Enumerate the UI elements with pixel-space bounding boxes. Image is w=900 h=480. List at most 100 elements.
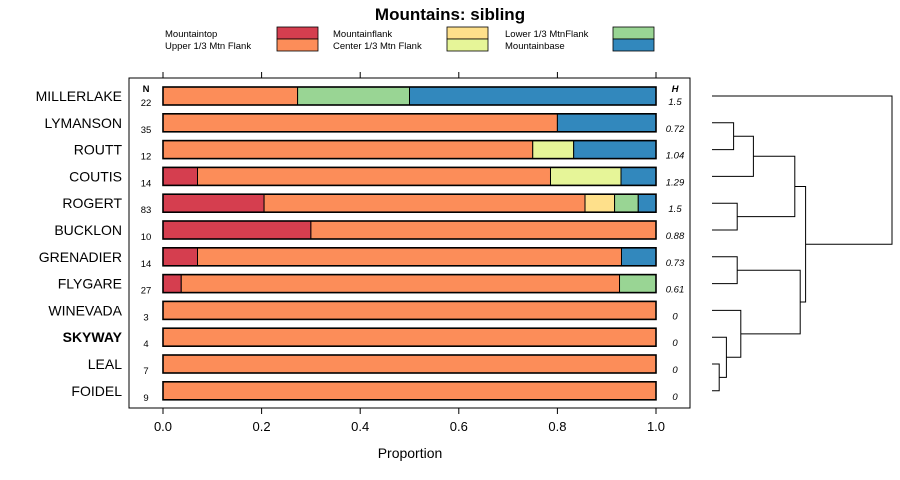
n-value: 83 xyxy=(141,205,152,216)
bar-outline xyxy=(162,166,657,187)
h-value: 1.04 xyxy=(666,151,685,162)
h-values: 1.5 0.72 1.04 1.29 1.5 0.88 0.73 0.61 0 0 0 0 xyxy=(666,97,685,403)
bar-outline xyxy=(162,327,657,348)
n-value: 27 xyxy=(141,286,152,297)
bar-segment xyxy=(162,193,265,213)
h-column-header: H xyxy=(672,84,680,95)
bar-segment xyxy=(297,86,410,106)
bar-segment xyxy=(162,300,657,320)
legend-label: Mountaintop xyxy=(165,29,217,40)
legend-label: Upper 1/3 Mtn Flank xyxy=(165,41,251,52)
row-labels: MILLERLAKE LYMANSON ROUTT COUTIS ROGERT BUCKL… xyxy=(36,88,123,399)
legend-swatch xyxy=(276,38,319,52)
x-tick-label: 0.2 xyxy=(253,419,271,434)
row-label: GRENADIER xyxy=(39,249,122,265)
h-value: 1.29 xyxy=(666,177,685,188)
bar-outline xyxy=(162,300,657,321)
x-tick-label: 0.6 xyxy=(450,419,468,434)
legend-swatch xyxy=(446,26,489,40)
bar-segment xyxy=(162,274,182,294)
bar-segment xyxy=(162,86,299,106)
h-value: 0.73 xyxy=(666,258,685,269)
bar-segment xyxy=(620,247,657,267)
bar-segment xyxy=(180,274,621,294)
bar-segment xyxy=(162,327,657,347)
bar-segment xyxy=(614,193,639,213)
bar-segment xyxy=(532,140,575,160)
bar-outline xyxy=(162,86,657,106)
h-value: 1.5 xyxy=(668,97,682,108)
bar-outline xyxy=(162,247,657,267)
bar-segment xyxy=(263,193,586,213)
bar-segment xyxy=(409,86,657,106)
h-value: 0 xyxy=(672,392,678,403)
bar-segment xyxy=(162,247,199,267)
bar-segment xyxy=(573,140,657,160)
row-label: ROGERT xyxy=(62,195,122,211)
n-value: 10 xyxy=(141,232,152,243)
row-label: SKYWAY xyxy=(63,329,123,345)
n-values: 22 35 12 14 83 10 14 27 3 4 7 9 xyxy=(141,98,152,404)
x-axis-label: Proportion xyxy=(378,445,443,461)
bar-segment xyxy=(197,166,551,186)
legend-label: Center 1/3 Mtn Flank xyxy=(333,41,422,52)
bar-outline xyxy=(162,113,657,133)
plot-frame xyxy=(128,77,691,409)
dendrogram-branch xyxy=(712,122,735,151)
row-label: LEAL xyxy=(88,356,122,372)
h-value: 0.61 xyxy=(666,285,685,296)
bar-segment xyxy=(162,166,199,186)
h-value: 0 xyxy=(672,311,678,322)
dendrogram-branch xyxy=(712,135,754,177)
bar-segment xyxy=(619,274,657,294)
row-label: WINEVADA xyxy=(48,302,122,318)
row-label: MILLERLAKE xyxy=(36,88,122,104)
chart-title: Mountains: sibling xyxy=(375,5,525,24)
n-value: 14 xyxy=(141,259,152,270)
legend-label: Lower 1/3 MtnFlank xyxy=(505,29,589,40)
dendrogram-branch xyxy=(712,95,893,245)
dendrogram-branch xyxy=(737,155,796,218)
bar-segment xyxy=(162,381,657,401)
h-value: 1.5 xyxy=(668,204,682,215)
row-label: COUTIS xyxy=(69,168,122,184)
legend-swatch xyxy=(612,26,655,40)
bar-segment xyxy=(197,247,622,267)
bar-segment xyxy=(637,193,657,213)
x-tick-label: 0.4 xyxy=(351,419,369,434)
bar-segment xyxy=(162,354,657,374)
bar-outline xyxy=(162,380,657,401)
row-label: FLYGARE xyxy=(58,276,122,292)
row-label: FOIDEL xyxy=(71,383,122,399)
legend-label: Mountainbase xyxy=(505,41,565,52)
n-value: 22 xyxy=(141,98,152,109)
n-value: 3 xyxy=(143,312,148,323)
h-value: 0.88 xyxy=(666,231,685,242)
bar-outline xyxy=(162,273,657,294)
legend-swatch xyxy=(276,26,319,40)
row-label: BUCKLON xyxy=(54,222,122,238)
n-value: 12 xyxy=(141,152,152,163)
legend-swatch xyxy=(612,38,655,52)
dendrogram-branch xyxy=(737,269,801,335)
n-value: 14 xyxy=(141,178,152,189)
n-value: 35 xyxy=(141,125,152,136)
legend-swatch xyxy=(446,38,489,52)
bar-segment xyxy=(162,220,312,240)
dendrogram-branch xyxy=(712,202,738,231)
h-value: 0.72 xyxy=(666,124,685,135)
bar-outline xyxy=(162,354,657,374)
bar-segment xyxy=(162,113,558,133)
bar-outline xyxy=(162,193,657,213)
bar-segment xyxy=(549,166,622,186)
bar-segment xyxy=(310,220,657,240)
n-value: 7 xyxy=(143,366,148,377)
x-tick-label: 0.8 xyxy=(548,419,566,434)
legend-label: Mountainflank xyxy=(333,29,392,40)
row-label: ROUTT xyxy=(74,142,123,158)
dendrogram xyxy=(712,95,893,392)
bar-segment xyxy=(584,193,616,213)
bar-outline xyxy=(162,139,657,160)
